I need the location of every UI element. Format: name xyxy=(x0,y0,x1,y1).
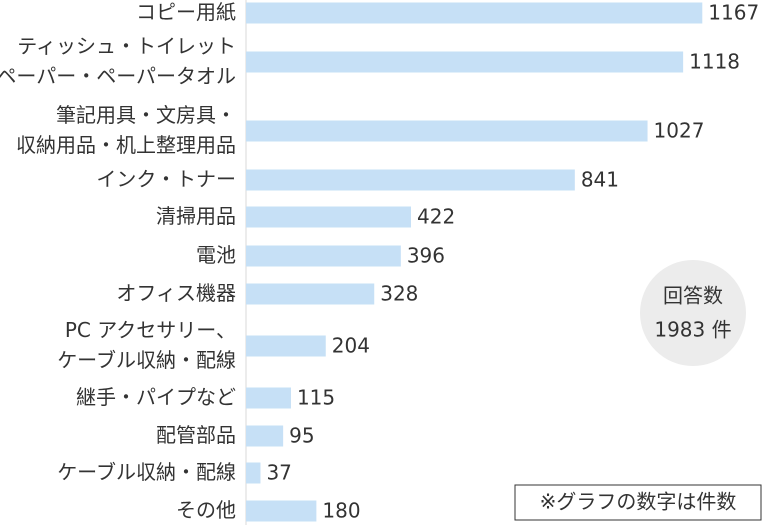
bar xyxy=(246,335,326,357)
bar xyxy=(246,51,684,73)
value-label: 115 xyxy=(297,386,335,410)
y-tick-label-line: コピー用紙 xyxy=(136,0,236,24)
y-tick-label: コピー用紙 xyxy=(136,0,236,24)
y-tick-label: PC アクセサリー、ケーブル収納・配線 xyxy=(57,318,236,372)
y-tick-label: ティッシュ・トイレットペーパー・ペーパータオル xyxy=(0,34,236,88)
note: ※グラフの数字は件数 xyxy=(540,490,737,514)
note-box xyxy=(514,484,762,521)
y-tick-label-line: 筆記用具・文房具・ xyxy=(56,103,236,127)
y-tick-label: 継手・パイプなど xyxy=(76,385,236,409)
bar xyxy=(246,387,291,409)
value-label: 396 xyxy=(407,244,445,268)
bar xyxy=(246,425,284,447)
y-tick-label: 電池 xyxy=(196,243,236,267)
bar xyxy=(246,2,703,24)
bar xyxy=(246,120,648,142)
value-label: 204 xyxy=(332,334,370,358)
y-tick-label-line: PC アクセサリー、 xyxy=(65,318,236,342)
total-badge xyxy=(640,260,746,366)
y-tick-label-line: その他 xyxy=(176,498,236,522)
value-label: 841 xyxy=(581,168,619,192)
bar xyxy=(246,500,317,522)
bar xyxy=(246,206,412,228)
value-label: 37 xyxy=(266,461,291,485)
y-tick-label-line: 収納用品・机上整理用品 xyxy=(16,133,236,157)
y-tick-label-line: ケーブル収納・配線 xyxy=(57,460,236,484)
value-label: 328 xyxy=(380,282,418,306)
y-tick-label: 清掃用品 xyxy=(156,204,236,228)
y-tick-label-line: 電池 xyxy=(196,243,236,267)
y-tick-label-line: オフィス機器 xyxy=(116,281,236,305)
bar xyxy=(246,169,575,191)
y-tick-label-line: 継手・パイプなど xyxy=(76,385,236,409)
y-tick-label-line: ティッシュ・トイレット xyxy=(17,34,236,58)
y-tick-label: その他 xyxy=(176,498,236,522)
total-label: 回答数 xyxy=(663,284,723,308)
y-tick-label: インク・トナー xyxy=(96,167,236,191)
value-label: 95 xyxy=(289,424,314,448)
value-label: 422 xyxy=(417,205,455,229)
y-tick-label: オフィス機器 xyxy=(116,281,236,305)
bar xyxy=(246,245,401,267)
bar xyxy=(246,462,261,484)
value-label: 1027 xyxy=(654,119,705,143)
y-tick-label-line: ペーパー・ペーパータオル xyxy=(0,64,236,88)
y-tick-label: 配管部品 xyxy=(156,423,236,447)
total-value: 1983 件 xyxy=(654,318,731,342)
y-tick-label: ケーブル収納・配線 xyxy=(57,460,236,484)
y-tick-label-line: インク・トナー xyxy=(96,167,236,191)
value-label: 180 xyxy=(322,499,360,523)
bar xyxy=(246,283,375,305)
y-tick-label-line: ケーブル収納・配線 xyxy=(57,348,236,372)
y-tick-label-line: 清掃用品 xyxy=(156,204,236,228)
value-label: 1118 xyxy=(689,50,740,74)
y-tick-label-line: 配管部品 xyxy=(156,423,236,447)
value-label: 1167 xyxy=(708,1,759,25)
y-tick-label: 筆記用具・文房具・収納用品・机上整理用品 xyxy=(16,103,236,157)
